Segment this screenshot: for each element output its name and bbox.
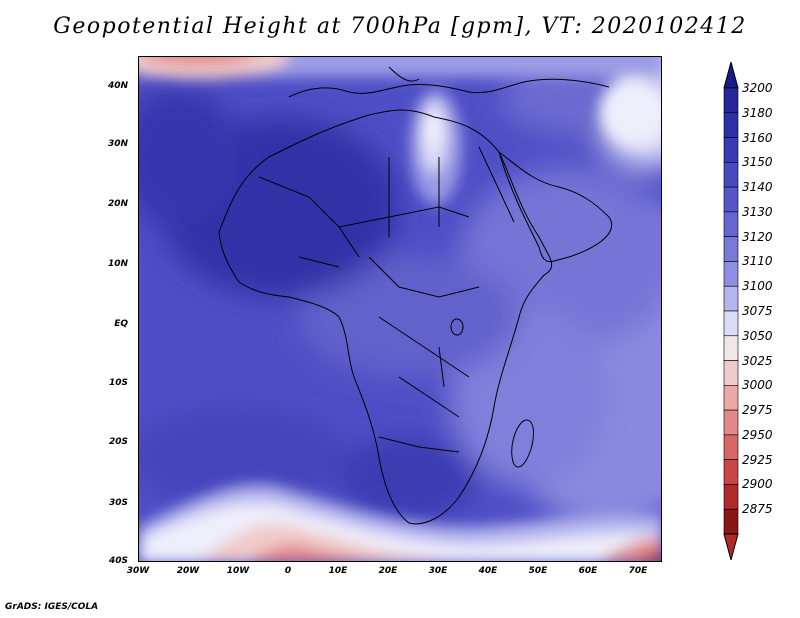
colorbar-segment xyxy=(723,335,739,361)
colorbar-level-label: 3075 xyxy=(742,304,773,318)
colorbar-segment xyxy=(723,112,739,138)
colorbar-segment xyxy=(723,310,739,337)
colorbar-level-label: 3025 xyxy=(742,353,773,368)
lon-label: 60E xyxy=(578,566,598,576)
chart-title: Geopotential Height at 700hPa [gpm], VT:… xyxy=(53,14,747,39)
lat-label: 20S xyxy=(108,437,128,447)
coastlines xyxy=(218,66,612,525)
colorbar-top-arrow xyxy=(723,62,739,89)
colorbar-level-label: 3120 xyxy=(742,229,773,244)
colorbar-level-label: 3110 xyxy=(742,254,773,269)
colorbar-level-label: 2975 xyxy=(742,403,773,418)
colorbar-level-label: 2900 xyxy=(742,477,773,492)
colorbar-bottom-arrow xyxy=(723,533,739,560)
lon-label: 20W xyxy=(176,566,200,576)
colorbar-segment xyxy=(723,285,739,312)
colorbar-level-label: 3050 xyxy=(742,328,773,343)
lon-label: 10E xyxy=(328,566,348,576)
lon-label: 50E xyxy=(528,566,548,576)
colorbar-segment xyxy=(723,211,739,237)
lat-label: 20N xyxy=(107,199,128,209)
geopotential-field xyxy=(139,57,661,561)
colorbar-level-label: 3000 xyxy=(742,378,773,393)
grads-credit: GrADS: IGES/COLA xyxy=(5,602,99,612)
colorbar-segment xyxy=(723,87,739,114)
colorbar-segment xyxy=(723,484,739,510)
colorbar-level-label: 3160 xyxy=(742,130,773,145)
lat-label: 30N xyxy=(107,139,128,149)
colorbar-level-label: 3140 xyxy=(742,180,773,195)
colorbar-level-label: 2875 xyxy=(742,502,773,517)
lon-label: 30E xyxy=(428,566,448,576)
lon-label: 70E xyxy=(628,566,648,576)
colorbar-segment xyxy=(723,459,739,485)
colorbar-level-label: 3100 xyxy=(742,279,773,294)
colorbar-level-label: 3180 xyxy=(742,105,773,120)
lat-label: EQ xyxy=(114,319,128,329)
lat-label: 40S xyxy=(108,556,128,566)
colorbar-segment xyxy=(723,137,739,163)
colorbar xyxy=(723,62,739,560)
colorbar-level-label: 2925 xyxy=(742,452,773,467)
colorbar-segment xyxy=(723,508,739,535)
lon-label: 40E xyxy=(478,566,498,576)
lat-label: 10N xyxy=(107,259,128,269)
colorbar-segment xyxy=(723,236,739,262)
lat-label: 40N xyxy=(107,81,128,91)
colorbar-segment xyxy=(723,162,739,188)
colorbar-segment xyxy=(723,186,739,213)
lon-label: 10W xyxy=(226,566,250,576)
lat-label: 30S xyxy=(108,498,128,508)
colorbar-level-label: 3200 xyxy=(742,81,773,95)
colorbar-segment xyxy=(723,261,739,287)
colorbar-segment xyxy=(723,385,739,411)
colorbar-segment xyxy=(723,434,739,460)
lat-label: 10S xyxy=(108,378,128,388)
lon-label: 20E xyxy=(378,566,398,576)
colorbar-level-label: 3150 xyxy=(742,155,773,170)
colorbar-segment xyxy=(723,360,739,386)
colorbar-level-label: 2950 xyxy=(742,427,773,442)
lon-label: 30W xyxy=(126,566,150,576)
colorbar-segment xyxy=(723,409,739,436)
map-plot-area xyxy=(138,56,662,562)
lon-label: 0 xyxy=(284,566,292,576)
colorbar-level-label: 3130 xyxy=(742,204,773,219)
